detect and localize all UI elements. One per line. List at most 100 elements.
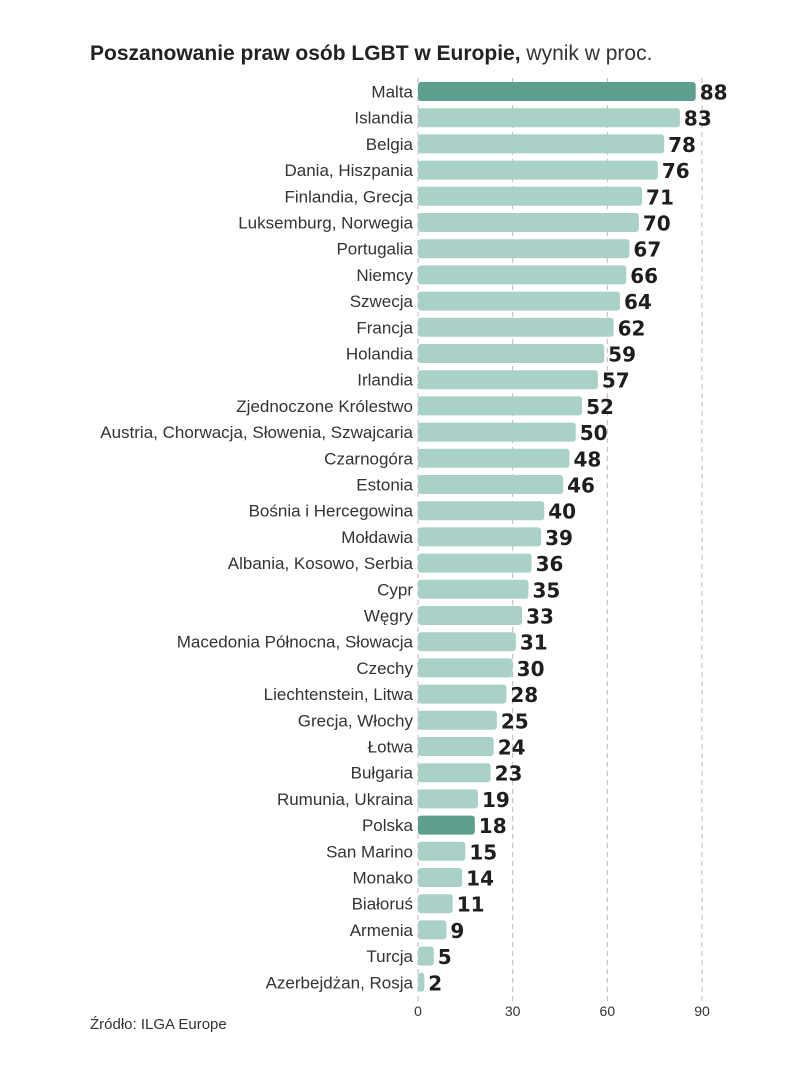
category-label: Szwecja	[350, 292, 414, 311]
x-tick-label: 30	[505, 1003, 521, 1019]
category-label: Francja	[356, 318, 413, 337]
category-label: Bułgaria	[351, 764, 414, 783]
value-label: 25	[501, 709, 529, 733]
bar	[418, 448, 570, 468]
value-label: 52	[586, 395, 614, 419]
bar	[418, 920, 447, 940]
value-label: 66	[630, 264, 658, 288]
value-label: 5	[438, 945, 452, 969]
bar	[418, 841, 466, 861]
category-label: Cypr	[377, 580, 413, 599]
value-label: 31	[520, 631, 548, 655]
bar	[418, 894, 453, 914]
category-label: Zjednoczone Królestwo	[236, 397, 413, 416]
bar	[418, 789, 478, 809]
value-label: 88	[700, 81, 728, 105]
value-label: 70	[643, 212, 671, 236]
bar	[418, 946, 434, 966]
x-tick-label: 60	[600, 1003, 616, 1019]
value-label: 2	[428, 971, 442, 995]
category-label: Belgia	[366, 135, 414, 154]
bar	[418, 763, 491, 783]
value-label: 18	[479, 814, 507, 838]
bar	[418, 815, 475, 835]
bar	[418, 108, 680, 128]
bar	[418, 632, 516, 652]
category-label: Armenia	[350, 921, 414, 940]
category-label: Malta	[371, 83, 413, 102]
category-label: Dania, Hiszpania	[284, 161, 413, 180]
category-label: Irlandia	[357, 371, 413, 390]
bar	[418, 160, 658, 180]
value-label: 23	[495, 762, 523, 786]
value-label: 40	[548, 500, 576, 524]
bar	[418, 684, 507, 704]
bar	[418, 134, 665, 154]
category-label: Monako	[353, 869, 413, 888]
category-label: Macedonia Północna, Słowacja	[177, 633, 414, 652]
value-label: 67	[633, 238, 661, 262]
x-tick-label: 0	[414, 1003, 422, 1019]
value-label: 30	[517, 657, 545, 681]
value-label: 46	[567, 474, 595, 498]
category-label: Czechy	[356, 659, 413, 678]
category-label: Czarnogóra	[324, 449, 413, 468]
category-label: Grecja, Włochy	[298, 711, 414, 730]
category-label: Estonia	[356, 476, 413, 495]
bar	[418, 213, 639, 232]
value-label: 15	[469, 840, 497, 864]
value-label: 71	[646, 185, 674, 209]
bar	[418, 737, 494, 756]
value-label: 78	[668, 133, 696, 157]
category-label: Niemcy	[356, 266, 413, 285]
chart-title-bold: Poszanowanie praw osób LGBT w Europie,	[90, 42, 521, 65]
category-label: Węgry	[364, 607, 414, 626]
category-label: Austria, Chorwacja, Słowenia, Szwajcaria	[100, 423, 413, 442]
bar	[418, 186, 643, 206]
bar	[418, 553, 532, 573]
bar	[418, 291, 620, 311]
bar	[418, 396, 583, 416]
category-label: San Marino	[326, 842, 413, 861]
category-label: Bośnia i Hercegowina	[249, 502, 414, 521]
category-label: Turcja	[366, 947, 413, 966]
value-label: 11	[457, 893, 485, 917]
value-label: 57	[602, 369, 630, 393]
category-label: Portugalia	[336, 240, 413, 259]
category-label: Luksemburg, Norwegia	[238, 214, 413, 233]
bar	[418, 317, 614, 337]
chart-title: Poszanowanie praw osób LGBT w Europie, w…	[90, 42, 652, 66]
bar	[418, 370, 598, 390]
value-label: 83	[684, 107, 712, 131]
bar	[418, 422, 576, 442]
value-label: 9	[450, 919, 464, 943]
bar	[418, 710, 497, 730]
value-label: 19	[482, 788, 510, 812]
category-label: Islandia	[354, 109, 413, 128]
category-label: Mołdawia	[341, 528, 413, 547]
category-label: Liechtenstein, Litwa	[264, 685, 414, 704]
source-note: Źródło: ILGA Europe	[90, 1016, 227, 1033]
chart-title-light: wynik w proc.	[526, 42, 653, 65]
value-label: 64	[624, 290, 652, 314]
bar	[418, 239, 630, 259]
value-label: 59	[608, 343, 636, 367]
value-label: 28	[510, 683, 538, 707]
bar	[418, 579, 529, 599]
bar	[418, 265, 627, 285]
category-label: Polska	[362, 816, 414, 835]
category-label: Rumunia, Ukraina	[277, 790, 414, 809]
bar	[418, 82, 696, 101]
value-label: 24	[498, 736, 526, 760]
bar	[418, 501, 545, 521]
category-label: Finlandia, Grecja	[284, 187, 413, 206]
value-label: 36	[536, 552, 564, 576]
value-label: 39	[545, 526, 573, 550]
category-label: Białoruś	[352, 895, 413, 914]
value-label: 33	[526, 605, 554, 629]
bar	[418, 658, 513, 678]
value-label: 50	[580, 421, 608, 445]
value-label: 48	[573, 447, 601, 471]
category-label: Albania, Kosowo, Serbia	[228, 554, 414, 573]
